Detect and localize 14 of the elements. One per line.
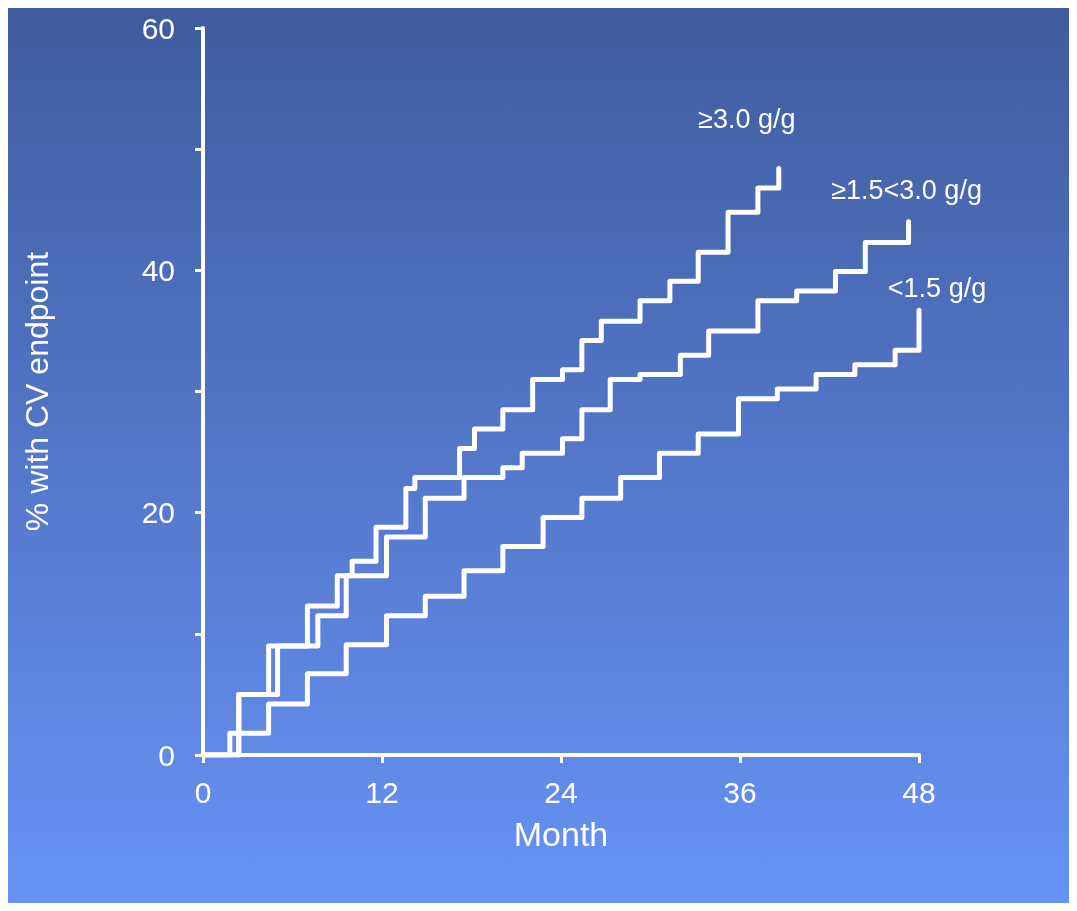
series-label: <1.5 g/g bbox=[887, 273, 987, 304]
x-axis-title: Month bbox=[513, 815, 609, 853]
x-tick-label: 0 bbox=[194, 775, 212, 809]
y-axis-title: % with CV endpoint bbox=[19, 251, 55, 532]
x-tick-label: 24 bbox=[544, 775, 578, 809]
x-tick-label: 12 bbox=[365, 775, 399, 809]
series-label: ≥1.5<3.0 g/g bbox=[831, 174, 982, 205]
series-label: ≥3.0 g/g bbox=[698, 103, 796, 134]
x-tick-label: 36 bbox=[723, 775, 757, 809]
y-tick-label: 60 bbox=[141, 11, 175, 45]
y-tick-label: 40 bbox=[141, 253, 175, 287]
y-tick-label: 20 bbox=[141, 496, 175, 530]
x-tick-label: 48 bbox=[902, 775, 936, 809]
y-tick-label: 0 bbox=[158, 738, 175, 772]
